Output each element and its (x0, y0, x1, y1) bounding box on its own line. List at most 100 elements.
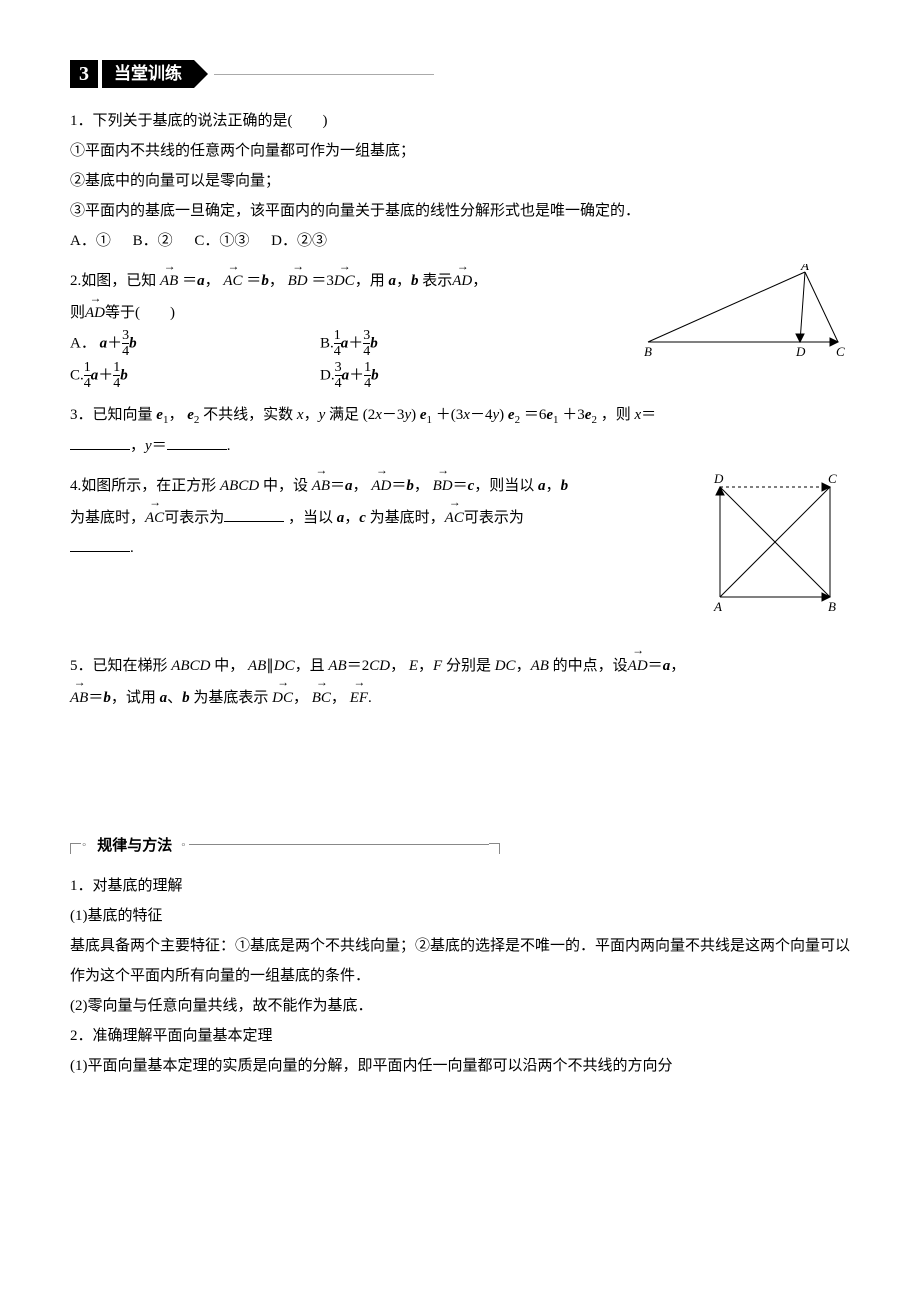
num-3-d1: 3 (335, 360, 342, 375)
q3-t12: ，则 (601, 407, 635, 423)
question-1: 1．下列关于基底的说法正确的是( ) ①平面内不共线的任意两个向量都可作为一组基… (70, 106, 850, 256)
q2b-plus: ＋ (348, 335, 363, 351)
q4-c4: ， (546, 478, 561, 494)
q5-c4: ， (670, 658, 685, 674)
q5-AB: AB (248, 658, 266, 674)
q1-opt-a: A．① (70, 233, 111, 249)
q2-opts-row2: C.14a＋14b D.34a＋14b (70, 360, 622, 392)
section-title-box: 当堂训练 (102, 60, 194, 88)
triangle-diagram: A B D C (640, 264, 850, 364)
q2d-pre: D. (320, 367, 335, 383)
method-h1-2: (2)零向量与任意向量共线，故不能作为基底． (70, 991, 850, 1021)
method-rule (189, 844, 489, 845)
q5-vAB: AB (70, 681, 88, 713)
q3-t10: ＝6 (524, 407, 547, 423)
q3-c1: ， (168, 407, 183, 423)
q5-vEF: EF (350, 681, 368, 713)
q2-c1: ， (205, 273, 220, 289)
q1-stem: 1．下列关于基底的说法正确的是( ) (70, 106, 850, 136)
q4-period: . (130, 540, 134, 556)
q4-b: b (406, 478, 414, 494)
section-rule (214, 74, 434, 75)
vec-AC: AC (223, 264, 242, 296)
vec-DC: DC (334, 264, 355, 296)
q2a-a: a (100, 335, 108, 351)
q4-c1: ， (353, 478, 368, 494)
triangle-label-B: B (644, 344, 652, 359)
q2c-plus: ＋ (98, 367, 113, 383)
q2-c4: ， (396, 273, 411, 289)
vec-BD: BD (288, 264, 308, 296)
q4-AC2: AC (445, 501, 464, 533)
q5-period: . (368, 690, 372, 706)
method-title: 规律与方法 (89, 831, 180, 861)
square-diagram: A B C D (700, 469, 850, 619)
blank-y (167, 434, 227, 450)
q1-statement-3: ③平面内的基底一旦确定，该平面内的向量关于基底的线性分解形式也是唯一确定的． (70, 196, 850, 226)
square-label-D: D (713, 471, 724, 486)
q2d-plus: ＋ (349, 367, 364, 383)
question-3: 3．已知向量 e1， e2 不共线，实数 x，y 满足 (2x－3y) e1 ＋… (70, 400, 850, 461)
q2c-b: b (120, 367, 128, 383)
q5-b: b (103, 690, 111, 706)
q1-opt-d: D．②③ (271, 233, 327, 249)
blank-ac1 (224, 506, 284, 522)
q5-t17: 的中点，设 (553, 658, 628, 674)
q3-t4: 满足 (2 (329, 407, 375, 423)
q4-a: a (345, 478, 353, 494)
q3-c3: ， (130, 438, 145, 454)
square-label-C: C (828, 471, 837, 486)
q3-y: y (319, 407, 326, 423)
method-h1: 1．对基底的理解 (70, 871, 850, 901)
q3-y4: y (145, 438, 152, 454)
vec-a: a (197, 273, 205, 289)
bracket-left (70, 843, 81, 854)
answer-paren: ( ) (288, 113, 328, 129)
q5-l2b: ，试用 (111, 690, 160, 706)
q5-c5: ， (293, 690, 308, 706)
method-h1-1: (1)基底的特征 (70, 901, 850, 931)
q3-sub2b: 2 (515, 414, 521, 426)
q3-eq: ＝ (641, 407, 656, 423)
q3-t5: －3 (382, 407, 405, 423)
vec-b: b (261, 273, 269, 289)
q3-pre: 3．已知向量 (70, 407, 156, 423)
method-p2: (1)平面向量基本定理的实质是向量的分解，即平面内任一向量都可以沿两个不共线的方… (70, 1051, 850, 1081)
blank-x (70, 434, 130, 450)
method-h2: 2．准确理解平面向量基本定理 (70, 1021, 850, 1051)
vec-AB: AB (160, 264, 178, 296)
q2-eq1: ＝ (182, 273, 197, 289)
q2-t8: 表示 (422, 273, 452, 289)
den-4-b1: 4 (334, 343, 341, 359)
q3-e1: e (156, 407, 163, 423)
q3-eq2: ＝ (152, 438, 167, 454)
q4-t1: 中，设 (259, 478, 308, 494)
q1-opt-b: B．② (133, 233, 173, 249)
q2a-b: b (129, 335, 137, 351)
method-body: 1．对基底的理解 (1)基底的特征 基底具备两个主要特征：①基底是两个不共线向量… (70, 871, 850, 1081)
method-p1: 基底具备两个主要特征：①基底是两个不共线向量；②基底的选择是不唯一的．平面内两向… (70, 931, 850, 991)
triangle-label-D: D (795, 344, 806, 359)
q3-t8: －4 (470, 407, 493, 423)
q5-eq: ＝ (648, 658, 663, 674)
q5-vBC: BC (312, 681, 331, 713)
q5-c6: ， (331, 690, 346, 706)
q2-eq2: ＝ (246, 273, 261, 289)
q5-shape: ABCD (171, 658, 210, 674)
q4-l2d: ， (344, 510, 359, 526)
q4-c2v: c (359, 510, 366, 526)
q4-sq: ABCD (220, 478, 259, 494)
vec-AD2: AD (85, 296, 105, 328)
q2a-plus: ＋ (107, 335, 122, 351)
q5-c3: ， (516, 658, 531, 674)
frac-1-4-c1: 14 (84, 360, 91, 392)
q5-CD: CD (369, 658, 390, 674)
q5-AB2: AB (328, 658, 346, 674)
q2-opt-b: B.14a＋34b (320, 328, 378, 360)
q3-t2: 不共线，实数 (199, 407, 297, 423)
q5-eq3: ＝ (88, 690, 103, 706)
q5-vDC: DC (272, 681, 293, 713)
dots-right: ∘ (180, 836, 188, 856)
answer-paren-2: ( ) (135, 305, 175, 321)
q2b-b: b (370, 335, 378, 351)
